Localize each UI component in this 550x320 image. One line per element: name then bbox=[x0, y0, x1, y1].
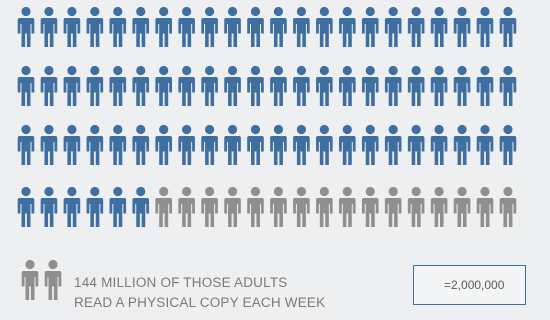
person-icon-gray bbox=[316, 186, 333, 227]
person-icon-highlighted bbox=[453, 65, 471, 106]
person-icon-highlighted bbox=[86, 124, 104, 165]
person-icon-highlighted bbox=[499, 65, 517, 106]
caption-person-icon bbox=[44, 259, 62, 300]
person-icon-gray bbox=[178, 186, 195, 227]
person-icon-highlighted bbox=[293, 124, 310, 165]
person-icon-highlighted bbox=[476, 65, 494, 106]
person-icon-highlighted bbox=[339, 124, 356, 165]
person-icon-highlighted bbox=[316, 124, 333, 165]
person-icon-highlighted bbox=[17, 124, 35, 165]
person-icon-gray bbox=[384, 186, 402, 227]
person-icon-highlighted bbox=[247, 65, 264, 106]
person-icon-highlighted bbox=[109, 6, 127, 47]
person-icon-highlighted bbox=[293, 6, 310, 47]
person-icon-highlighted bbox=[270, 65, 287, 106]
person-icon-highlighted bbox=[316, 65, 333, 106]
person-icon-highlighted bbox=[316, 6, 333, 47]
person-icon-highlighted bbox=[109, 186, 127, 227]
person-icon-gray bbox=[361, 186, 379, 227]
person-icon-highlighted bbox=[384, 6, 402, 47]
person-icon-highlighted bbox=[132, 65, 150, 106]
person-icon-gray bbox=[453, 186, 471, 227]
person-icon-highlighted bbox=[109, 65, 127, 106]
person-icon-highlighted bbox=[407, 6, 425, 47]
person-icon-highlighted bbox=[155, 6, 172, 47]
person-icon-highlighted bbox=[178, 124, 195, 165]
person-icon-highlighted bbox=[453, 6, 471, 47]
person-icon-gray bbox=[499, 186, 517, 227]
person-icon-highlighted bbox=[407, 124, 425, 165]
person-icon-highlighted bbox=[17, 65, 35, 106]
person-icon-highlighted bbox=[430, 124, 448, 165]
person-icon-highlighted bbox=[86, 186, 104, 227]
person-icon-highlighted bbox=[430, 6, 448, 47]
caption: 144 MILLION OF THOSE ADULTS READ A PHYSI… bbox=[74, 273, 325, 313]
person-icon-highlighted bbox=[224, 6, 241, 47]
person-icon-gray bbox=[247, 186, 264, 227]
caption-people-icons bbox=[21, 259, 62, 300]
person-icon-highlighted bbox=[63, 124, 81, 165]
caption-line-2: READ A PHYSICAL COPY EACH WEEK bbox=[74, 295, 326, 310]
person-icon-highlighted bbox=[178, 6, 195, 47]
person-icon-highlighted bbox=[361, 124, 379, 165]
person-icon-highlighted bbox=[499, 6, 517, 47]
person-icon-highlighted bbox=[178, 65, 195, 106]
icon-grid bbox=[17, 6, 517, 227]
person-icon-gray bbox=[270, 186, 287, 227]
person-icon-highlighted bbox=[224, 124, 241, 165]
person-icon-highlighted bbox=[499, 124, 517, 165]
person-icon-highlighted bbox=[155, 124, 172, 165]
person-icon-gray bbox=[339, 186, 356, 227]
person-icon-highlighted bbox=[293, 65, 310, 106]
person-icon-highlighted bbox=[453, 124, 471, 165]
person-icon-highlighted bbox=[407, 65, 425, 106]
person-icon-gray bbox=[430, 186, 448, 227]
person-icon-highlighted bbox=[361, 6, 379, 47]
person-icon-highlighted bbox=[476, 6, 494, 47]
person-icon-highlighted bbox=[224, 65, 241, 106]
person-icon-gray bbox=[201, 186, 218, 227]
person-icon-highlighted bbox=[339, 65, 356, 106]
person-icon-highlighted bbox=[430, 65, 448, 106]
person-icon-highlighted bbox=[63, 6, 81, 47]
person-icon-highlighted bbox=[476, 124, 494, 165]
person-icon-highlighted bbox=[132, 186, 150, 227]
legend-unit-label: =2,000,000 bbox=[444, 278, 505, 292]
person-icon-highlighted bbox=[247, 124, 264, 165]
person-icon-highlighted bbox=[63, 65, 81, 106]
person-icon-highlighted bbox=[270, 124, 287, 165]
person-icon-gray bbox=[224, 186, 241, 227]
person-icon-gray bbox=[407, 186, 425, 227]
person-icon-highlighted bbox=[132, 124, 150, 165]
person-icon-highlighted bbox=[86, 6, 104, 47]
person-icon-highlighted bbox=[132, 6, 150, 47]
legend: =2,000,000 bbox=[413, 265, 526, 305]
person-icon-highlighted bbox=[201, 124, 218, 165]
person-icon-highlighted bbox=[201, 6, 218, 47]
person-icon-highlighted bbox=[384, 65, 402, 106]
person-icon-highlighted bbox=[40, 186, 58, 227]
person-icon-highlighted bbox=[155, 65, 172, 106]
caption-line-1: 144 MILLION OF THOSE ADULTS bbox=[74, 275, 288, 290]
person-icon-highlighted bbox=[384, 124, 402, 165]
person-icon-highlighted bbox=[339, 6, 356, 47]
person-icon-highlighted bbox=[17, 186, 35, 227]
person-icon-highlighted bbox=[40, 6, 58, 47]
person-icon-highlighted bbox=[109, 124, 127, 165]
person-icon-gray bbox=[155, 186, 172, 227]
person-icon-highlighted bbox=[270, 6, 287, 47]
person-icon-highlighted bbox=[86, 65, 104, 106]
person-icon-highlighted bbox=[40, 124, 58, 165]
person-icon-highlighted bbox=[40, 65, 58, 106]
person-icon-highlighted bbox=[201, 65, 218, 106]
person-icon-gray bbox=[293, 186, 310, 227]
person-icon-highlighted bbox=[17, 6, 35, 47]
person-icon-highlighted bbox=[63, 186, 81, 227]
person-icon-highlighted bbox=[361, 65, 379, 106]
person-icon-gray bbox=[476, 186, 494, 227]
person-icon-highlighted bbox=[247, 6, 264, 47]
caption-person-icon bbox=[21, 259, 39, 300]
